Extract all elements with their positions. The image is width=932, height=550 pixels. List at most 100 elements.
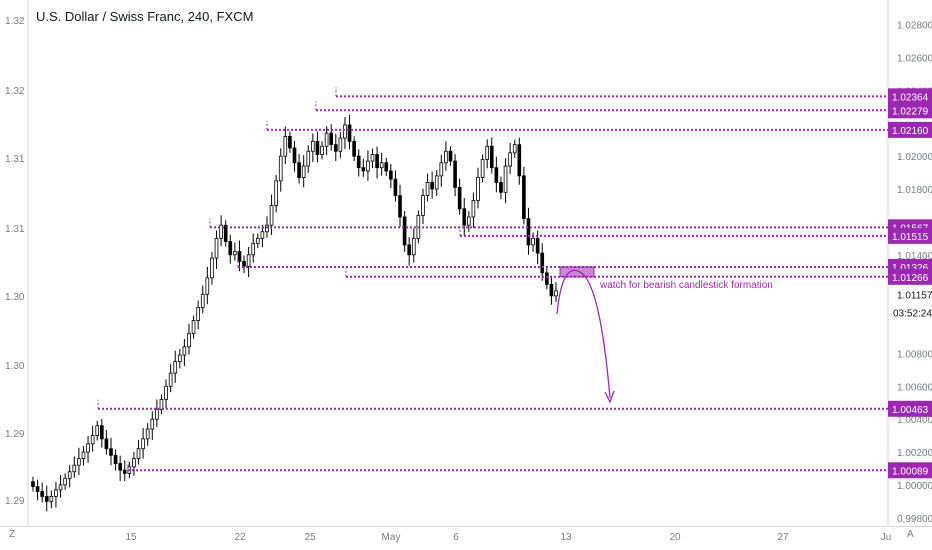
bullish-candle <box>81 451 86 460</box>
last-price-label: 1.01157 <box>897 291 932 302</box>
bullish-candle <box>77 458 81 466</box>
bearish-candle <box>40 491 44 497</box>
bearish-candle <box>384 162 389 172</box>
bullish-candle <box>338 137 343 152</box>
bullish-candle <box>191 320 196 335</box>
left-axis-tick-label: 1.30 <box>5 361 25 372</box>
bottom-bar: 15 22 25 May 6 13 20 27 Ju <box>0 526 932 543</box>
bearish-candle <box>457 186 462 210</box>
countdown-label: 03:52:24 <box>893 309 932 320</box>
bullish-candle <box>306 150 311 167</box>
bullish-candle <box>324 132 329 147</box>
bullish-candle <box>379 162 384 169</box>
price-level-label-bg <box>888 121 932 138</box>
bullish-candle <box>136 448 141 460</box>
bearish-candle <box>333 144 338 152</box>
candlestick-chart[interactable]: 1.028001.026001.024001.020001.018001.014… <box>0 0 932 526</box>
bearish-candle <box>122 469 127 474</box>
bullish-candle <box>265 224 269 233</box>
price-level-label: 1.00089 <box>892 466 929 477</box>
right-axis-tick-label: 1.02800 <box>897 21 932 32</box>
bearish-candle <box>453 160 457 188</box>
bullish-candle <box>219 224 223 239</box>
right-axis-tick-label: 1.00600 <box>897 382 932 393</box>
bullish-candle <box>233 251 237 256</box>
bullish-candle <box>370 154 375 162</box>
bullish-candle <box>255 237 260 244</box>
bearish-candle <box>329 132 334 146</box>
bullish-candle <box>90 435 95 445</box>
auto-scale-button[interactable]: A <box>907 529 914 540</box>
bullish-candle <box>132 458 136 468</box>
bullish-candle <box>411 237 416 256</box>
bullish-candle <box>54 489 58 497</box>
bullish-candle <box>67 471 72 479</box>
bearish-candle <box>347 124 352 142</box>
bullish-candle <box>182 346 187 356</box>
bullish-candle <box>150 418 155 430</box>
bearish-candle <box>407 244 412 256</box>
bearish-candle <box>549 283 554 297</box>
left-axis-tick-label: 1.29 <box>5 429 25 440</box>
resistance-zone <box>559 266 595 278</box>
x-axis-tick-label: 6 <box>453 532 459 543</box>
x-axis-tick-label: 25 <box>304 532 316 543</box>
annotation-text: watch for bearish candlestick formation <box>599 280 773 291</box>
bullish-candle <box>251 242 256 256</box>
bearish-candle <box>223 224 228 243</box>
bullish-candle <box>214 237 219 259</box>
bullish-candle <box>86 443 90 453</box>
bullish-candle <box>278 155 283 182</box>
bearish-candle <box>540 252 545 274</box>
chart-title: U.S. Dollar / Swiss Franc, 240, FXCM <box>36 9 254 24</box>
bearish-candle <box>402 216 407 246</box>
bullish-candle <box>72 464 77 473</box>
price-level-label-bg <box>888 88 932 105</box>
bullish-candle <box>210 257 214 279</box>
price-level-label-bg <box>888 227 932 244</box>
bullish-candle <box>366 160 370 172</box>
bearish-candle <box>109 448 113 456</box>
x-axis-tick-label: 15 <box>125 532 137 543</box>
price-level-label: 1.00463 <box>892 405 929 416</box>
bearish-candle <box>489 145 494 169</box>
bullish-candle <box>485 145 490 160</box>
bullish-candle <box>343 124 347 139</box>
bullish-candle <box>283 136 288 157</box>
price-level-label: 1.01515 <box>892 232 929 243</box>
bullish-candle <box>159 399 164 410</box>
bearish-candle <box>242 260 246 267</box>
bearish-candle <box>352 140 356 157</box>
price-level-label: 1.01266 <box>892 273 929 284</box>
left-axis-tick-label: 1.30 <box>5 292 25 303</box>
bearish-candle <box>535 237 540 254</box>
timezone-button[interactable]: Z <box>9 529 16 540</box>
bullish-candle <box>503 165 508 193</box>
bullish-candle <box>554 290 558 297</box>
bearish-candle <box>35 486 40 492</box>
bearish-candle <box>462 208 467 226</box>
bullish-candle <box>187 333 191 348</box>
bullish-candle <box>173 361 178 374</box>
x-axis-tick-label: Ju <box>881 532 892 543</box>
bullish-candle <box>471 200 476 218</box>
x-axis-tick-label: May <box>382 532 401 543</box>
price-level-label: 1.02160 <box>892 126 929 137</box>
bearish-candle <box>526 218 531 246</box>
bullish-candle <box>508 152 512 167</box>
bearish-candle <box>499 182 503 193</box>
bullish-candle <box>274 180 278 206</box>
bullish-candle <box>95 425 100 436</box>
bullish-candle <box>269 205 274 226</box>
bullish-candle <box>434 175 439 190</box>
price-level-label-bg <box>888 268 932 285</box>
left-axis-tick-label: 1.29 <box>5 496 25 507</box>
right-axis-tick-label: 1.02600 <box>897 54 932 65</box>
bullish-candle <box>196 306 200 321</box>
bearish-candle <box>315 140 320 155</box>
bullish-candle <box>246 254 251 267</box>
bearish-candle <box>288 136 292 149</box>
bearish-candle <box>393 178 398 197</box>
x-axis-tick-label: 22 <box>234 532 246 543</box>
bearish-candle <box>118 463 122 471</box>
